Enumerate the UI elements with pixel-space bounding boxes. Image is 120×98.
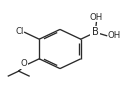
Text: O: O — [20, 59, 27, 68]
Text: Cl: Cl — [16, 27, 24, 36]
Text: OH: OH — [108, 31, 120, 40]
Text: B: B — [92, 27, 99, 37]
Text: OH: OH — [90, 13, 103, 22]
